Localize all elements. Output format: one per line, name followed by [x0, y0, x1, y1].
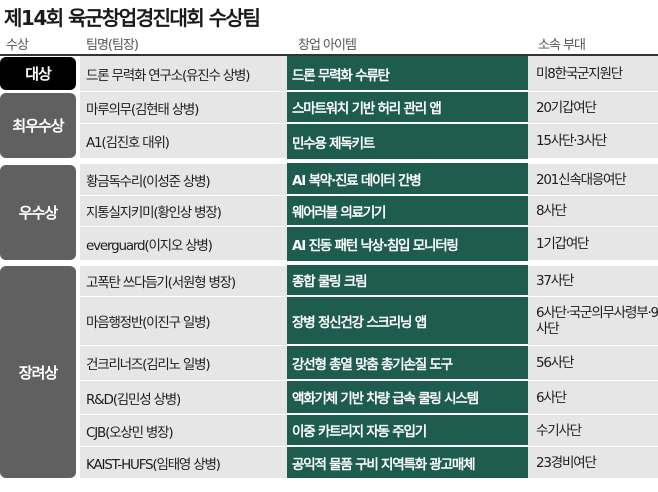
- unit-name: 1기갑여단: [536, 235, 589, 252]
- team-name: 황금독수리(이성준 상병): [86, 173, 211, 190]
- unit-name: 56사단: [536, 355, 574, 371]
- startup-item: 강선형 총열 맞춤 총기손질 도구: [292, 356, 453, 373]
- header-item: 창업 아이템: [298, 38, 357, 53]
- unit-name: 6사단·국군의무사령부·9사단: [536, 305, 658, 337]
- page-title: 제14회 육군창업경진대회 수상팀: [4, 6, 261, 30]
- startup-item: 장병 정신건강 스크리닝 앱: [292, 314, 427, 331]
- item-divider: [287, 225, 528, 227]
- team-name: everguard(이지오 상병): [86, 237, 213, 254]
- item-divider: [287, 295, 528, 297]
- item-divider: [287, 194, 528, 196]
- item-divider: [287, 379, 528, 381]
- team-name: 드론 무력화 연구소(유진수 상병): [86, 68, 250, 84]
- prize-excellence: 최우수상: [0, 93, 76, 158]
- team-name: 고폭탄 쓰다듬기(서원형 병장): [86, 275, 236, 291]
- startup-item: AI 진동 패턴 낙상·침입 모니터링: [292, 238, 459, 254]
- startup-item: 웨어러블 의료기기: [292, 204, 386, 221]
- unit-name: 6사단: [536, 389, 567, 406]
- prize-encouragement: 장려상: [0, 266, 76, 478]
- unit-name: 201신속대응여단: [536, 171, 627, 188]
- team-name: 마루의무(김현태 상병): [86, 101, 199, 118]
- team-name: R&D(김민성 상병): [86, 391, 181, 408]
- team-name: CJB(오상민 병장): [86, 424, 174, 441]
- table-top-rule: [0, 54, 658, 56]
- prize-grand: 대상: [0, 57, 76, 90]
- unit-name: 15사단·3사단: [536, 133, 607, 149]
- header-prize: 수상: [6, 38, 29, 53]
- unit-name: 수기사단: [536, 422, 582, 439]
- header-unit: 소속 부대: [538, 38, 586, 53]
- team-name: A1(김진호 대위): [86, 135, 170, 151]
- startup-item: 종합 쿨링 크림: [292, 274, 368, 290]
- unit-name: 20기갑여단: [536, 99, 597, 116]
- unit-name: 37사단: [536, 273, 574, 289]
- unit-name: 8사단: [536, 203, 567, 219]
- item-divider: [287, 413, 528, 415]
- team-name: 지통실지키미(황인상 병장): [86, 205, 222, 221]
- startup-item: AI 복약·진료 데이터 간병: [292, 172, 422, 189]
- item-column-background: [287, 56, 528, 478]
- unit-name: 미8한국군지원단: [536, 66, 623, 82]
- item-divider: [287, 159, 528, 163]
- startup-item: 민수용 제독키트: [292, 135, 375, 152]
- startup-item: 공익적 물품 구비 지역특화 광고매체: [292, 456, 476, 473]
- startup-item: 드론 무력화 수류탄: [292, 67, 390, 84]
- prize-merit: 우수상: [0, 165, 76, 260]
- unit-name: 23경비여단: [536, 454, 597, 471]
- item-divider: [287, 122, 528, 124]
- item-divider: [287, 344, 528, 346]
- item-divider: [287, 261, 528, 265]
- startup-item: 이중 카트리지 자동 주입기: [292, 424, 427, 440]
- item-divider: [287, 445, 528, 447]
- team-name: 마음행정반(이진구 일병): [86, 315, 211, 331]
- item-divider: [287, 90, 528, 92]
- header-team: 팀명(팀장): [86, 38, 139, 53]
- team-name: 건크리너즈(김리노 일병): [86, 357, 211, 373]
- startup-item: 스마트워치 기반 허리 관리 앱: [292, 101, 442, 117]
- startup-item: 액화기체 기반 차량 급속 쿨링 시스템: [292, 391, 479, 407]
- team-name: KAIST-HUFS(임태영 상병): [86, 456, 221, 473]
